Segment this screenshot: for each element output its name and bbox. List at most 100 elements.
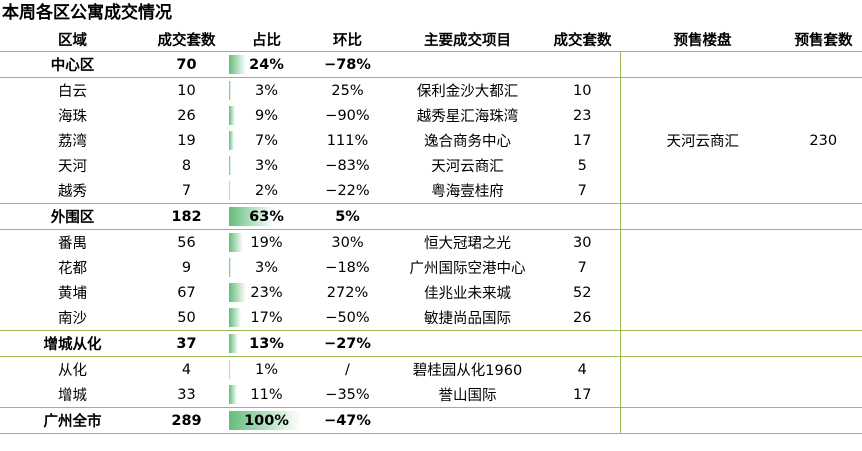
cell: 7 (577, 259, 587, 276)
empty-cell (390, 407, 545, 434)
cell: 南沙 (58, 311, 87, 327)
cell: 56 (177, 234, 196, 251)
cell: −90% (325, 107, 370, 124)
share-cell: 11% (228, 382, 305, 408)
share-cell: 13% (228, 330, 305, 357)
deal-table: 区域 成交套数 占比 环比 主要成交项目 成交套数 预售楼盘 预售套数 中心区 70 24% −78… (0, 27, 862, 434)
share-cell: 7% (228, 128, 305, 153)
cell: 52 (573, 284, 592, 301)
share-cell: 9% (228, 103, 305, 128)
presale-project (619, 229, 785, 331)
district-row: 南沙 50 17% −50% 敏捷尚品国际 26 (0, 305, 862, 331)
cell: 272% (326, 284, 369, 301)
cell: 26 (177, 107, 196, 124)
cell: 10 (177, 82, 196, 99)
cell: 67 (177, 284, 196, 301)
cell: 恒大冠珺之光 (424, 236, 511, 252)
cell: 289 (145, 407, 228, 434)
cell: −35% (325, 386, 370, 403)
cell: 33 (177, 386, 196, 403)
cell: −22% (325, 182, 370, 199)
cell: 17 (573, 132, 592, 149)
cell: −18% (325, 259, 370, 276)
empty-cell (390, 330, 545, 357)
cell: 越秀星汇海珠湾 (416, 109, 519, 125)
share-cell: 3% (228, 78, 305, 104)
share-bar (229, 131, 235, 150)
share-bar (229, 156, 232, 175)
share-bar (229, 207, 275, 226)
share-text: 13% (249, 335, 284, 352)
share-bar (229, 283, 246, 302)
district-row: 黄埔 67 23% 272% 佳兆业未来城 52 (0, 280, 862, 305)
cell: −47% (305, 407, 390, 434)
cell: 5% (305, 203, 390, 230)
share-bar (229, 258, 232, 277)
cell: 粤海壹桂府 (431, 184, 504, 200)
cell: 111% (326, 132, 369, 149)
cell: 50 (177, 309, 196, 326)
cell: / (345, 361, 350, 378)
district-row: 从化 4 1% / 碧桂园从化1960 4 (0, 356, 862, 408)
empty-cell (785, 203, 862, 230)
group-row: 增城从化 37 13% −27% (0, 330, 862, 357)
share-bar (229, 411, 301, 430)
share-cell: 19% (228, 230, 305, 256)
cell: −50% (325, 309, 370, 326)
share-bar (229, 334, 239, 353)
cell: 荔湾 (58, 134, 87, 150)
cell: 越秀 (58, 184, 87, 200)
header-cell: 主要成交项目 (424, 32, 511, 49)
header-cell: 成交套数 (553, 32, 612, 49)
group-row: 广州全市 289 100% −47% (0, 407, 862, 434)
empty-cell (619, 330, 785, 357)
presale-count: 230 (785, 77, 862, 204)
header-row: 区域 成交套数 占比 环比 主要成交项目 成交套数 预售楼盘 预售套数 (0, 27, 862, 52)
share-text: 19% (250, 234, 283, 251)
district-row: 荔湾 19 7% 111% 逸合商务中心 17 (0, 128, 862, 153)
share-text: 3% (254, 259, 278, 276)
share-cell: 3% (228, 153, 305, 178)
cell: 誉山国际 (438, 388, 497, 404)
header-cell: 环比 (333, 32, 362, 49)
empty-cell (619, 407, 785, 434)
cell: 海珠 (58, 109, 87, 125)
share-text: 11% (250, 386, 283, 403)
cell: −27% (305, 330, 390, 357)
empty-cell (785, 407, 862, 434)
share-text: 17% (250, 309, 283, 326)
cell: 逸合商务中心 (424, 134, 511, 150)
header-cell: 预售楼盘 (673, 32, 732, 49)
cell: 广州国际空港中心 (409, 261, 526, 277)
share-cell: 2% (228, 178, 305, 204)
district-row: 番禺 56 19% 30% 恒大冠珺之光 30 (0, 229, 862, 331)
cell: 敏捷尚品国际 (424, 311, 511, 327)
district-row: 天河 8 3% −83% 天河云商汇 5 (0, 153, 862, 178)
cell: 30% (331, 234, 364, 251)
cell: 25% (331, 82, 364, 99)
cell: 7 (181, 182, 192, 199)
share-cell: 24% (228, 51, 305, 78)
header-cell: 区域 (58, 32, 87, 49)
district-row: 越秀 7 2% −22% 粤海壹桂府 7 (0, 178, 862, 204)
share-cell: 63% (228, 203, 305, 230)
share-bar (229, 106, 236, 125)
share-bar (229, 385, 237, 404)
cell: 182 (145, 203, 228, 230)
share-text: 7% (254, 132, 278, 149)
cell: 70 (145, 51, 228, 78)
cell: 7 (577, 182, 587, 199)
table-body: 中心区 70 24% −78% 白云 10 3% 25% 保利金沙大都汇 10 天河云商汇 230 海珠… (0, 51, 862, 434)
share-cell: 17% (228, 305, 305, 331)
share-bar (229, 360, 230, 379)
group-row: 外围区 182 63% 5% (0, 203, 862, 230)
presale-project (619, 356, 785, 408)
header-cell: 占比 (252, 32, 281, 49)
share-text: 2% (254, 182, 278, 199)
empty-cell (785, 330, 862, 357)
cell: 广州全市 (0, 407, 145, 434)
district-row: 白云 10 3% 25% 保利金沙大都汇 10 天河云商汇 230 (0, 77, 862, 204)
group-row: 中心区 70 24% −78% (0, 51, 862, 78)
cell: 37 (145, 330, 228, 357)
cell: 19 (177, 132, 196, 149)
